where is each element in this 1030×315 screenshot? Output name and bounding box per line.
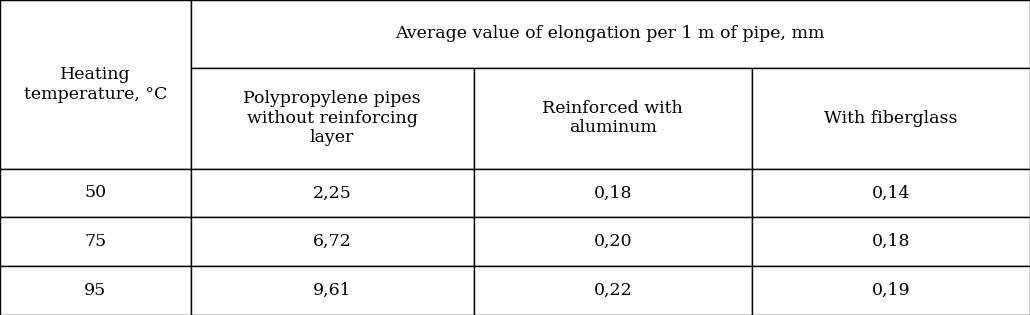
Text: Heating
temperature, °C: Heating temperature, °C: [24, 66, 167, 103]
Text: 6,72: 6,72: [313, 233, 351, 250]
Text: 0,20: 0,20: [593, 233, 632, 250]
Bar: [752, 217, 1030, 266]
Text: 2,25: 2,25: [313, 185, 351, 201]
Text: 95: 95: [84, 282, 106, 299]
Bar: [191, 217, 474, 266]
Text: 0,22: 0,22: [593, 282, 632, 299]
Bar: [752, 68, 1030, 169]
Bar: [0, 266, 191, 315]
Text: 75: 75: [84, 233, 106, 250]
Bar: [191, 0, 1030, 68]
Bar: [474, 217, 752, 266]
Bar: [752, 266, 1030, 315]
Text: 0,18: 0,18: [871, 233, 911, 250]
Bar: [0, 0, 191, 169]
Text: 0,19: 0,19: [871, 282, 911, 299]
Bar: [0, 217, 191, 266]
Text: 50: 50: [84, 185, 106, 201]
Text: Polypropylene pipes
without reinforcing
layer: Polypropylene pipes without reinforcing …: [243, 90, 421, 146]
Bar: [191, 68, 474, 169]
Text: 0,18: 0,18: [593, 185, 632, 201]
Text: Average value of elongation per 1 m of pipe, mm: Average value of elongation per 1 m of p…: [396, 26, 825, 42]
Bar: [474, 68, 752, 169]
Text: Reinforced with
aluminum: Reinforced with aluminum: [543, 100, 683, 136]
Bar: [0, 169, 191, 217]
Bar: [752, 169, 1030, 217]
Bar: [474, 169, 752, 217]
Bar: [191, 266, 474, 315]
Bar: [191, 169, 474, 217]
Text: With fiberglass: With fiberglass: [824, 110, 958, 127]
Bar: [474, 266, 752, 315]
Text: 0,14: 0,14: [871, 185, 911, 201]
Text: 9,61: 9,61: [313, 282, 351, 299]
